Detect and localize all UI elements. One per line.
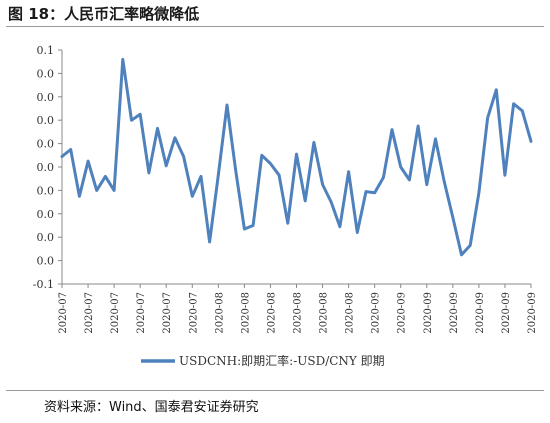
x-tick-label: 2020-09	[449, 292, 460, 334]
x-tick-label: 2020-07	[136, 292, 147, 334]
plot-area: -0.1 0.0 0.0 0.0 0.0 0.0 0.0 0.0 0.0 0.0 0.1 2020-0…	[33, 44, 538, 368]
y-tick-label: 0.0	[37, 231, 55, 244]
x-tick-label: 2020-08	[345, 292, 356, 334]
x-tick-label: 2020-07	[58, 292, 69, 334]
y-tick-label: 0.0	[37, 208, 55, 221]
y-tick-label: 0.0	[37, 114, 55, 127]
y-tick-label: 0.0	[37, 161, 55, 174]
figure-title: 图 18：人民币汇率略微降低	[8, 5, 200, 23]
y-tick-label: 0.0	[37, 91, 55, 104]
y-tick-label: 0.0	[37, 138, 55, 151]
line-chart: -0.1 0.0 0.0 0.0 0.0 0.0 0.0 0.0 0.0 0.0 0.1 2020-0…	[33, 44, 538, 368]
x-tick-label: 2020-08	[293, 292, 304, 334]
x-tick-label: 2020-07	[110, 292, 121, 334]
x-tick-label: 2020-08	[214, 292, 225, 334]
series-line	[60, 57, 533, 257]
y-tick-label: 0.0	[37, 255, 55, 268]
x-tick-label: 2020-07	[188, 292, 199, 334]
x-tick-label: 2020-08	[266, 292, 277, 334]
source-note: 资料来源：Wind、国泰君安证券研究	[44, 400, 259, 415]
footer-divider	[6, 390, 544, 391]
y-tick-label: 0.0	[37, 67, 55, 80]
x-tick-label: 2020-09	[371, 292, 382, 334]
x-tick-label: 2020-07	[162, 292, 173, 334]
y-tick-label: -0.1	[33, 278, 54, 291]
y-tick-label: 0.0	[37, 184, 55, 197]
x-tick-label: 2020-09	[527, 292, 538, 334]
x-tick-label: 2020-09	[501, 292, 512, 334]
x-tick-label: 2020-09	[475, 292, 486, 334]
x-tick-label: 2020-07	[84, 292, 95, 334]
legend-label: USDCNH:即期汇率:-USD/CNY 即期	[179, 353, 385, 368]
title-divider	[6, 26, 544, 27]
x-tick-label: 2020-08	[240, 292, 251, 334]
y-tick-label: 0.1	[37, 44, 55, 57]
x-tick-label: 2020-08	[319, 292, 330, 334]
x-tick-label: 2020-09	[397, 292, 408, 334]
x-tick-label: 2020-09	[423, 292, 434, 334]
